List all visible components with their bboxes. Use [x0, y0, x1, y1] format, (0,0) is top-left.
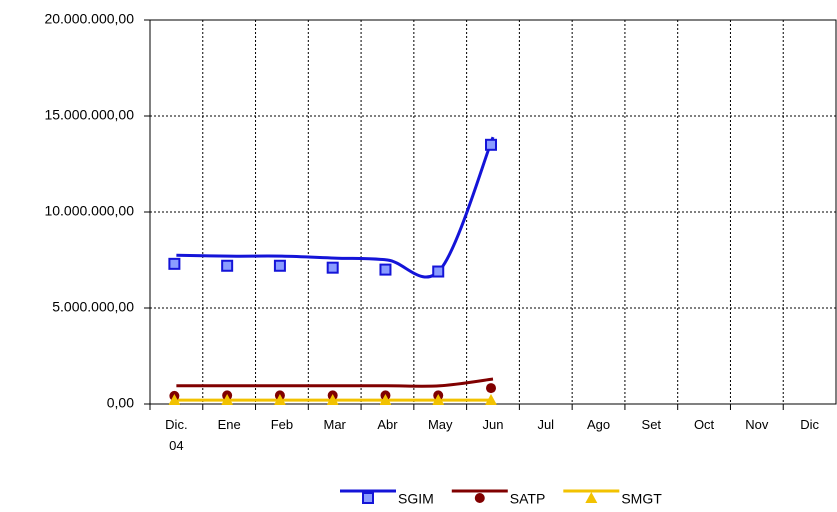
x-tick-label: Nov — [745, 417, 769, 432]
marker-triangle — [326, 393, 339, 405]
legend-label: SATP — [510, 491, 546, 507]
x-tick-label: Dic — [800, 417, 819, 432]
x-tick-label: Jul — [537, 417, 555, 432]
y-tick-label: 20.000.000,00 — [44, 11, 134, 27]
x-tick-label: Ene — [217, 417, 241, 432]
marker-triangle — [273, 393, 286, 405]
plot-border — [149, 19, 837, 405]
marker-square — [168, 257, 181, 270]
marker-square — [432, 265, 445, 278]
marker-square — [221, 259, 234, 272]
x-tick-label: Jun — [482, 417, 504, 432]
x-tick-label: Oct — [693, 417, 715, 432]
x-tick-label: Dic. 04 — [165, 417, 188, 453]
marker-square — [485, 138, 497, 151]
y-tick-label: 5.000.000,00 — [52, 299, 134, 315]
marker-triangle — [379, 393, 392, 405]
legend-label: SGIM — [398, 491, 434, 507]
y-tick-label: 0,00 — [107, 395, 134, 411]
marker-triangle — [585, 492, 598, 503]
marker-circle — [486, 383, 496, 394]
marker-triangle — [168, 393, 181, 405]
trend-line — [176, 136, 495, 279]
marker-square — [326, 261, 339, 274]
x-tick-label: May — [427, 417, 453, 432]
y-tick-label: 15.000.000,00 — [44, 107, 134, 123]
x-tick-label: Feb — [270, 417, 294, 432]
marker-triangle — [485, 393, 497, 405]
x-tick-label: Ago — [586, 417, 611, 432]
marker-square — [379, 263, 392, 276]
y-tick-label: 10.000.000,00 — [44, 203, 134, 219]
marker-circle — [474, 493, 485, 503]
legend-label: SMGT — [621, 491, 662, 507]
x-tick-label: Set — [641, 417, 662, 432]
x-tick-label: Abr — [377, 417, 398, 432]
marker-square — [273, 259, 286, 272]
marker-triangle — [432, 393, 445, 405]
marker-triangle — [221, 393, 234, 405]
x-tick-label: Mar — [323, 417, 346, 432]
marker-square — [362, 492, 374, 504]
trend-line — [176, 377, 494, 388]
